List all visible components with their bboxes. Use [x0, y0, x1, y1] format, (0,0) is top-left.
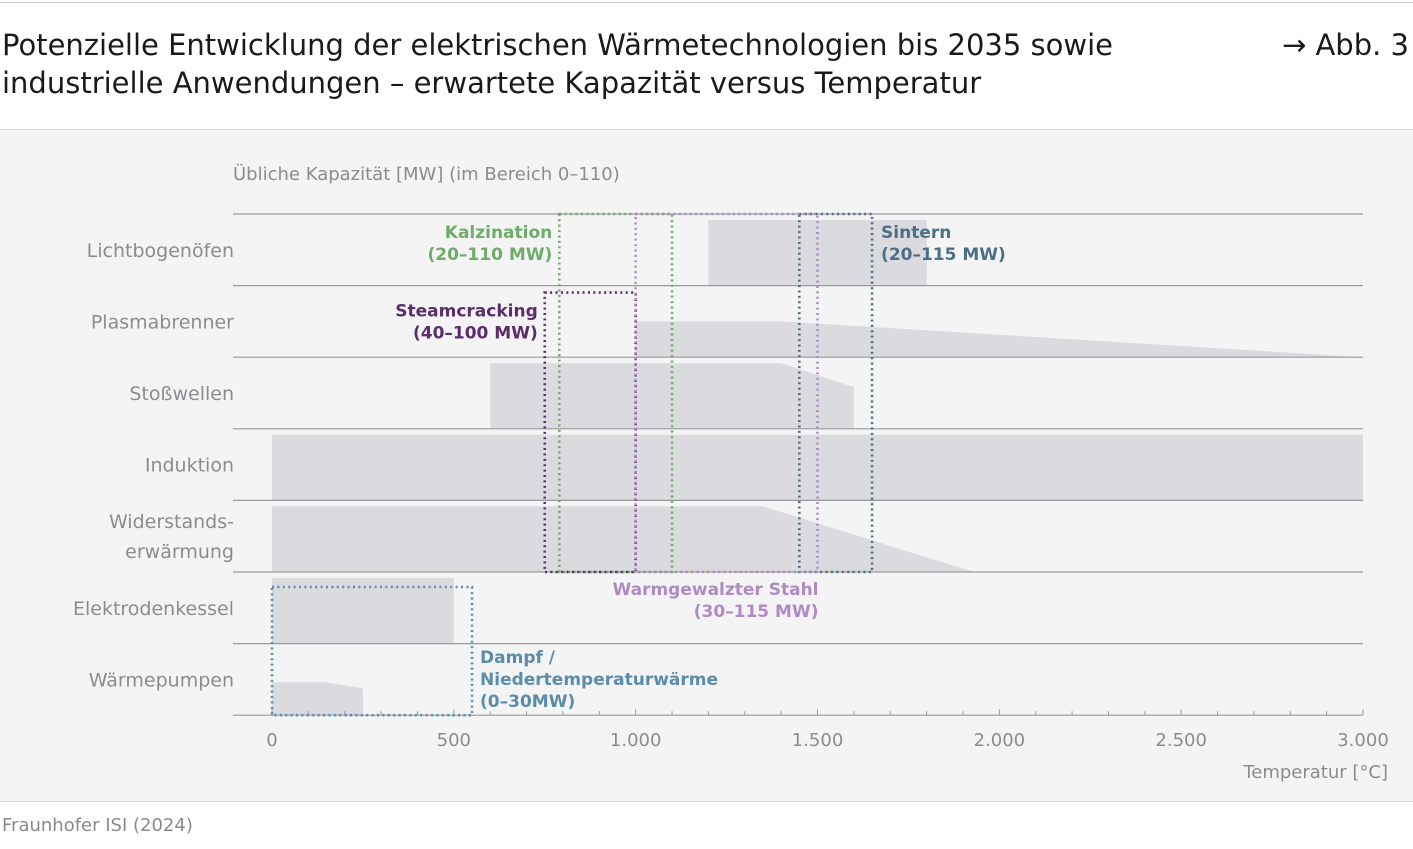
band-1 — [708, 220, 927, 286]
application-label-3-line-2: (40–100 MW) — [413, 324, 538, 344]
application-label-2-line-2: (20–115 MW) — [881, 245, 1006, 265]
x-tick-label-7: 3.000 — [1337, 730, 1389, 751]
figure-reference: → Abb. 3 — [1281, 28, 1409, 62]
band-7 — [272, 682, 363, 716]
application-label-2: Sintern — [881, 223, 951, 243]
top-rule — [0, 2, 1413, 3]
row-label-7: Wärmepumpen — [89, 669, 234, 691]
application-label-1: Kalzination — [445, 223, 553, 243]
row-label-4: Induktion — [145, 455, 234, 477]
x-tick-label-4: 1.500 — [792, 730, 844, 751]
chart-title: Potenzielle Entwicklung der elektrischen… — [2, 28, 1114, 100]
row-label-3: Stoßwellen — [129, 383, 234, 405]
application-box-3 — [543, 291, 637, 574]
application-label-5-line-3: (0–30MW) — [480, 692, 575, 712]
row-label-2: Plasmabrenner — [91, 311, 234, 333]
application-label-3: Steamcracking — [395, 302, 538, 322]
application-box-1 — [557, 212, 674, 574]
x-tick-label-6: 2.500 — [1155, 730, 1207, 751]
x-axis-label: Temperatur [°C] — [1242, 762, 1388, 783]
band-6 — [272, 578, 454, 644]
application-label-4-line-2: (30–115 MW) — [694, 602, 819, 622]
source-note: Fraunhofer ISI (2024) — [2, 815, 193, 836]
row-label-5-line-2: erwärmung — [125, 541, 234, 563]
application-label-5-line-2: Niedertemperaturwärme — [480, 670, 718, 690]
x-tick-label-5: 2.000 — [974, 730, 1026, 751]
band-3 — [490, 363, 854, 429]
x-tick-label-1: 0 — [266, 730, 277, 751]
x-tick-label-2: 500 — [437, 730, 471, 751]
row-label-6: Elektrodenkessel — [73, 598, 234, 620]
row-label-1: Lichtbogenöfen — [87, 240, 234, 262]
band-2 — [635, 321, 1363, 358]
chart-panel: Übliche Kapazität [MW] (im Bereich 0–110… — [0, 129, 1413, 802]
band-5 — [272, 506, 974, 572]
application-box-5 — [270, 585, 474, 717]
row-label-5: Widerstands- — [109, 511, 234, 533]
x-tick-label-3: 1.000 — [610, 730, 662, 751]
chart-svg: Übliche Kapazität [MW] (im Bereich 0–110… — [73, 163, 1389, 783]
application-label-4: Warmgewalzter Stahl — [612, 580, 818, 600]
application-label-1-line-2: (20–110 MW) — [428, 245, 553, 265]
band-4 — [272, 434, 1363, 501]
chart-subtitle: Übliche Kapazität [MW] (im Bereich 0–110… — [233, 163, 620, 185]
application-label-5: Dampf / — [480, 648, 556, 668]
